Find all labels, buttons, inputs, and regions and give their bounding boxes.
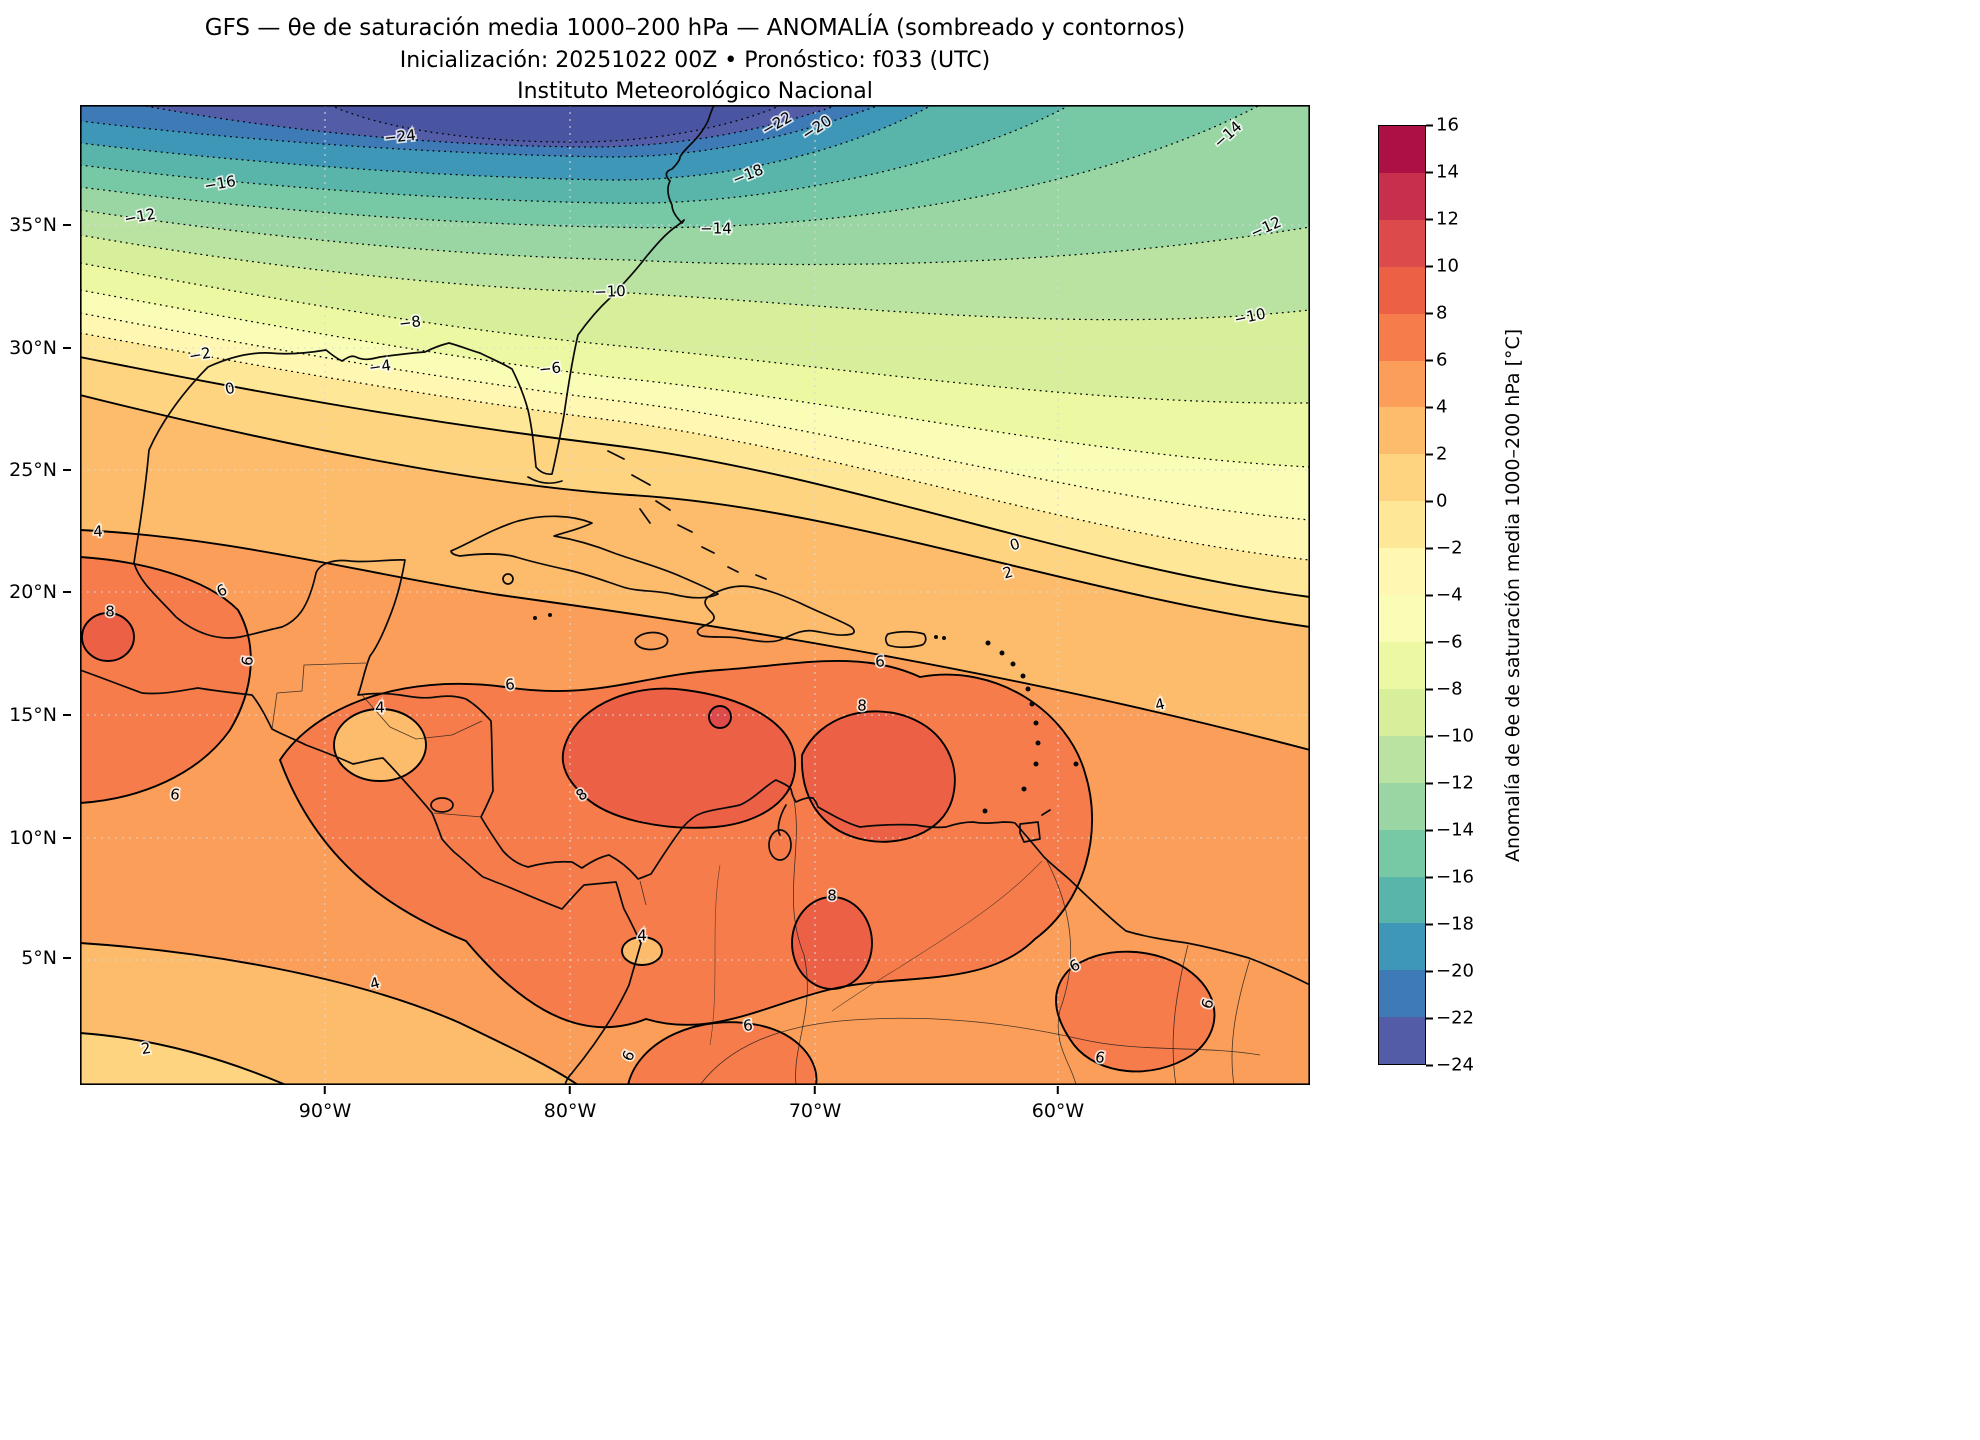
colorbar-cells [1378, 125, 1426, 1065]
contour-label: 8 [857, 696, 867, 714]
country-borders [271, 662, 1261, 1085]
contour-label: 4 [375, 699, 385, 717]
colorbar-tick-label: 6 [1425, 349, 1448, 371]
colorbar-cell [1379, 923, 1425, 971]
grid-lines [80, 105, 1310, 1085]
contour-label: −10 [594, 282, 626, 301]
colorbar-cell [1379, 407, 1425, 455]
colorbar-tick-label: −10 [1426, 725, 1474, 747]
colorbar-tick-label: −18 [1426, 913, 1474, 935]
contour-label: 6 [874, 652, 885, 671]
plot-frame [80, 105, 1310, 1085]
shading-bands [80, 105, 1310, 1085]
colorbar-tick-label: 10 [1426, 255, 1459, 277]
colorbar-tick-label: 2 [1425, 443, 1448, 465]
contour-label: −2 [187, 344, 212, 366]
colorbar-tick-label: −12 [1426, 772, 1474, 794]
contour-label: −14 [700, 220, 732, 238]
x-axis: 90°W 80°W 70°W 60°W [80, 1086, 1310, 1132]
contours-dotted [80, 105, 1310, 561]
colorbar-tick-label: −8 [1426, 678, 1463, 700]
contours-solid [80, 356, 1310, 1085]
chart-subtitle-init-forecast: Inicialización: 20251022 00Z • Pronóstic… [399, 48, 991, 73]
contour-label: −4 [368, 356, 392, 377]
colorbar-cell [1379, 735, 1425, 783]
colorbar-tick-label: 8 [1425, 302, 1448, 324]
colorbar-cell [1379, 829, 1425, 877]
colorbar-ticks: 16 14 12 10 8 6 4 2 0 −2 −4 −6 −8 −10 −12 −14 −16 −18 −20 −… [1425, 115, 1506, 1076]
y-axis-tick-label: 5°N [21, 947, 72, 969]
colorbar-tick-label: −16 [1426, 866, 1474, 888]
colorbar-tick-label: 14 [1426, 161, 1459, 183]
colorbar-tick-label: −6 [1426, 631, 1463, 653]
contour-label: 8 [827, 887, 837, 905]
contour-label: 4 [637, 927, 647, 945]
x-axis-tick-label: 60°W [1031, 1086, 1085, 1122]
colorbar-tick-label: −20 [1426, 960, 1474, 982]
colorbar-cell [1379, 126, 1425, 173]
contour-label: 6 [742, 1016, 754, 1035]
colorbar-tick-label: 4 [1425, 396, 1448, 418]
y-axis-tick-label: 35°N [9, 214, 72, 236]
contour-label: −6 [538, 358, 562, 378]
colorbar-cell [1379, 970, 1425, 1018]
colorbar-cell [1379, 876, 1425, 924]
colorbar-tick-label: −22 [1426, 1007, 1474, 1029]
colorbar-cell [1379, 641, 1425, 689]
contour-label: 6 [169, 785, 181, 804]
colorbar-tick-label: −2 [1426, 537, 1463, 559]
x-axis-tick-label: 90°W [298, 1086, 352, 1122]
anomaly-map-svg: −24 −22 −20−18−16−14−12−10−8−6−4−2−14−12−1… [80, 105, 1310, 1085]
colorbar-tick-label: −24 [1426, 1054, 1474, 1076]
y-axis-tick-label: 20°N [9, 581, 72, 603]
colorbar-cell [1379, 548, 1425, 596]
colorbar-cell [1379, 688, 1425, 736]
colorbar-cell [1379, 313, 1425, 361]
colorbar-cell [1379, 360, 1425, 408]
colorbar-cell [1379, 782, 1425, 830]
colorbar-label: Anomalía de θe de saturación media 1000–… [1502, 328, 1524, 862]
contour-label: −24 [383, 126, 416, 147]
colorbar-cell [1379, 595, 1425, 642]
x-axis-tick-label: 80°W [543, 1086, 597, 1122]
colorbar-tick-label: 0 [1425, 490, 1448, 512]
colorbar-tick-label: −4 [1426, 584, 1463, 606]
map-plot-area: −24 −22 −20 −18 −16 −14 −12 −10 −8 −6 −4 −2 −14 −12 −1… [80, 105, 1310, 1085]
colorbar-cell [1379, 501, 1425, 549]
colorbar-tick-label: 12 [1426, 208, 1459, 230]
y-axis-tick-label: 25°N [9, 459, 72, 481]
colorbar-cell [1379, 172, 1425, 220]
y-axis-tick-label: 30°N [9, 337, 72, 359]
contour-label: 6 [504, 675, 515, 694]
colorbar-tick-label: 16 [1426, 114, 1459, 136]
contour-label: −8 [398, 312, 422, 333]
y-axis-tick-label: 15°N [9, 704, 72, 726]
colorbar-cell [1379, 454, 1425, 502]
colorbar-cell [1379, 266, 1425, 314]
chart-titles: GFS — θe de saturación media 1000–200 hP… [80, 12, 1310, 107]
colorbar-cell [1379, 219, 1425, 267]
contour-label: 8 [105, 603, 115, 621]
coastlines [80, 105, 1310, 1085]
y-axis: 35°N 30°N 25°N 20°N 15°N 10°N 5°N [0, 105, 72, 1085]
chart-institution: Instituto Meteorológico Nacional [517, 79, 873, 104]
y-axis-tick-label: 10°N [9, 827, 72, 849]
chart-title: GFS — θe de saturación media 1000–200 hP… [204, 15, 1186, 41]
x-axis-tick-label: 70°W [788, 1086, 842, 1122]
colorbar-tick-label: −14 [1426, 819, 1474, 841]
contour-label: 0 [224, 379, 237, 398]
contour-label: 4 [93, 522, 103, 540]
colorbar-cell [1379, 1017, 1425, 1065]
